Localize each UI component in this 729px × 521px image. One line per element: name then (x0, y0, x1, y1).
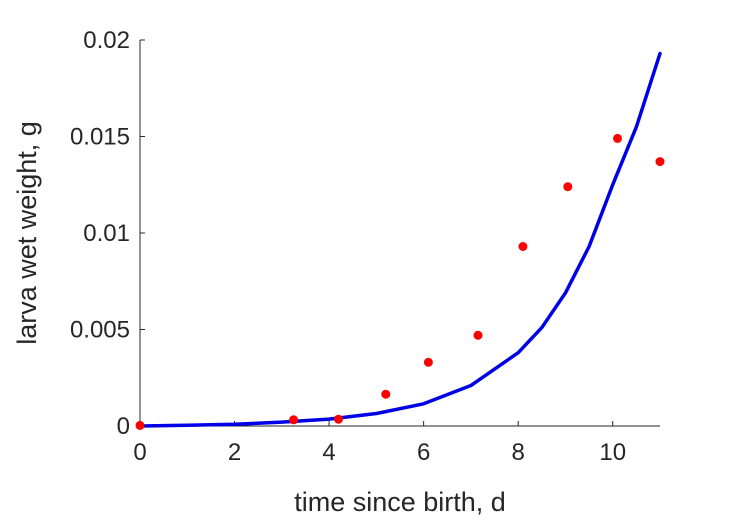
x-tick-label: 2 (228, 439, 241, 466)
data-point (655, 157, 665, 167)
plot-marks (135, 51, 665, 430)
x-tick-label: 6 (417, 439, 430, 466)
data-point (289, 415, 299, 425)
x-axis-label: time since birth, d (294, 487, 506, 517)
x-tick-label: 10 (599, 439, 626, 466)
x-tick-label: 8 (512, 439, 525, 466)
data-point (563, 182, 573, 192)
data-point (518, 242, 528, 251)
axes: 0 2 4 6 8 10 0 0.005 0.01 0.015 0.02 (70, 27, 660, 466)
y-tick-label: 0 (117, 413, 130, 440)
x-tick-label: 0 (133, 439, 146, 466)
y-tick-label: 0.02 (83, 27, 130, 54)
y-tick-label: 0.01 (83, 220, 130, 247)
data-point (135, 420, 145, 430)
data-point (613, 133, 622, 143)
y-tick-label: 0.015 (70, 124, 130, 151)
x-tick-label: 4 (322, 439, 335, 466)
y-axis-label: larva wet weight, g (12, 121, 42, 345)
data-point (381, 389, 391, 399)
fit-curve (140, 51, 662, 428)
y-tick-label: 0.005 (70, 317, 130, 344)
data-point (334, 414, 343, 424)
data-point (423, 357, 433, 367)
axis-labels: time since birth, d larva wet weight, g (12, 121, 506, 517)
data-point (473, 330, 483, 340)
